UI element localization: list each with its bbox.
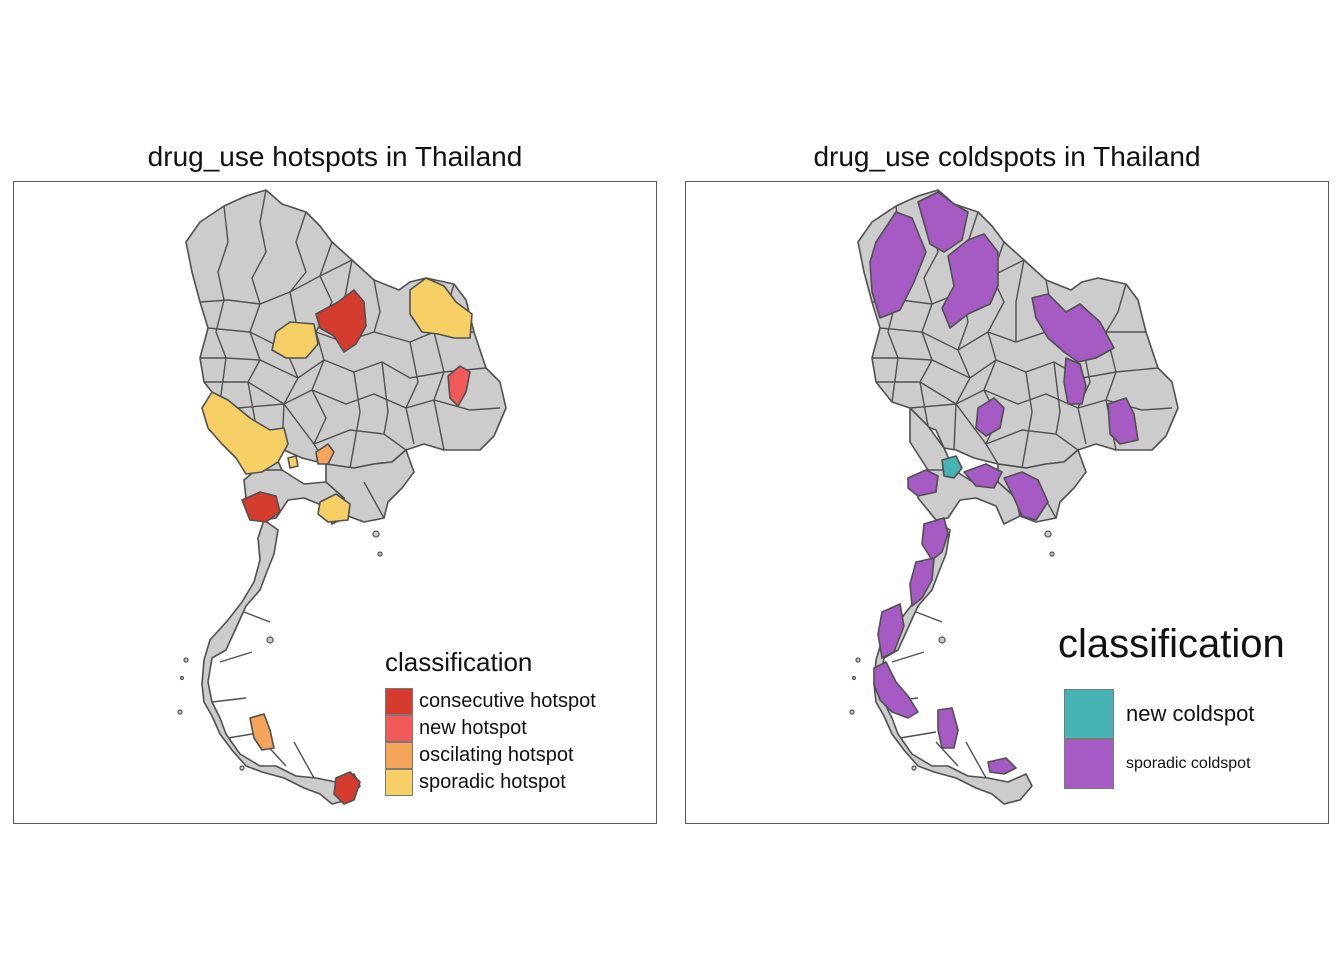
coldspot-legend: classification new coldspot sporadic col… bbox=[1058, 622, 1285, 789]
legend-swatch bbox=[1064, 689, 1114, 739]
sporadic-coldspot-province-c1 bbox=[975, 397, 1005, 437]
sporadic-hotspot-province-northeast bbox=[409, 277, 473, 339]
province-base-south bbox=[873, 519, 1033, 805]
legend-label: oscilating hotspot bbox=[419, 744, 574, 766]
coldspot-provinces bbox=[869, 191, 1139, 775]
legend-item: sporadic coldspot bbox=[1058, 739, 1285, 789]
legend-label: sporadic hotspot bbox=[419, 771, 566, 793]
sporadic-coldspot-province-ne2 bbox=[1063, 357, 1087, 405]
hotspot-map-panel: classification consecutive hotspot new h… bbox=[13, 181, 657, 824]
hotspot-provinces bbox=[201, 277, 473, 805]
sporadic-coldspot-province-s6 bbox=[987, 757, 1017, 775]
legend-label: consecutive hotspot bbox=[419, 690, 596, 712]
coldspot-map-panel: classification new coldspot sporadic col… bbox=[685, 181, 1329, 824]
legend-swatch bbox=[385, 715, 413, 742]
sporadic-coldspot-province-s2 bbox=[909, 557, 935, 607]
legend-item: oscilating hotspot bbox=[385, 742, 596, 769]
legend-label: new coldspot bbox=[1126, 701, 1255, 726]
sporadic-coldspot-province-c3 bbox=[963, 463, 1003, 489]
sporadic-coldspot-province-c2 bbox=[907, 469, 939, 497]
consecutive-hotspot-province-north bbox=[315, 289, 367, 353]
sporadic-hotspot-province-north bbox=[271, 321, 319, 359]
coldspot-map bbox=[849, 189, 1179, 805]
legend-title: classification bbox=[1058, 622, 1285, 666]
hotspot-legend: classification consecutive hotspot new h… bbox=[385, 647, 596, 796]
oscilating-hotspot-province-central bbox=[315, 443, 335, 465]
legend-item: new hotspot bbox=[385, 715, 596, 742]
new-coldspot-province bbox=[941, 455, 963, 479]
sporadic-coldspot-province-e bbox=[1107, 397, 1139, 445]
sporadic-coldspot-province-ne1 bbox=[1031, 293, 1115, 363]
islands bbox=[849, 530, 1055, 771]
legend-swatch bbox=[385, 742, 413, 769]
islands bbox=[177, 530, 383, 771]
legend-label: new hotspot bbox=[419, 717, 527, 739]
sporadic-coldspot-province-east bbox=[1003, 471, 1049, 521]
sporadic-hotspot-province-west bbox=[201, 391, 289, 475]
sporadic-hotspot-province-small bbox=[287, 455, 299, 469]
sporadic-coldspot-province-s3 bbox=[877, 603, 905, 659]
new-hotspot-province bbox=[447, 365, 471, 407]
sporadic-coldspot-province-n1 bbox=[917, 191, 969, 253]
legend-title: classification bbox=[385, 647, 533, 677]
legend-label: sporadic coldspot bbox=[1126, 755, 1251, 772]
legend-item: new coldspot bbox=[1058, 689, 1285, 739]
sporadic-coldspot-province-s4 bbox=[873, 661, 919, 719]
thailand-outline bbox=[857, 189, 1179, 805]
legend-swatch bbox=[1064, 739, 1114, 789]
legend-item: sporadic hotspot bbox=[385, 769, 596, 796]
oscilating-hotspot-province-south bbox=[249, 713, 275, 751]
hotspot-map bbox=[177, 189, 507, 805]
right-map-title: drug_use coldspots in Thailand bbox=[813, 141, 1201, 172]
consecutive-hotspot-province-central bbox=[241, 491, 281, 523]
sporadic-coldspot-province-nw bbox=[869, 211, 927, 319]
sporadic-coldspot-province-s1 bbox=[921, 517, 949, 561]
left-map-title: drug_use hotspots in Thailand bbox=[147, 141, 523, 172]
consecutive-hotspot-province-south bbox=[333, 771, 361, 805]
sporadic-coldspot-province-s5 bbox=[937, 707, 959, 749]
sporadic-coldspot-province-n2 bbox=[941, 233, 999, 329]
province-base-south bbox=[201, 519, 361, 805]
sporadic-hotspot-province-east bbox=[317, 493, 351, 523]
legend-item: consecutive hotspot bbox=[385, 688, 596, 715]
legend-swatch bbox=[385, 688, 413, 715]
legend-swatch bbox=[385, 769, 413, 796]
